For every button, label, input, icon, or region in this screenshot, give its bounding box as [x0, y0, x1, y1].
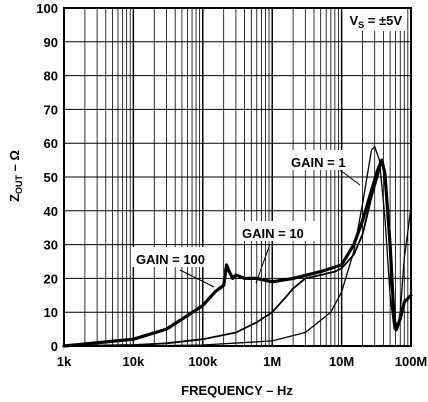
annotation-label: GAIN = 10	[242, 226, 304, 241]
annotation-leader	[179, 269, 215, 288]
y-tick-label: 90	[44, 35, 58, 50]
y-tick-label: 60	[44, 136, 58, 151]
annotation-label-bg	[132, 247, 218, 267]
condition-label-bg	[346, 9, 406, 31]
annotation-label-bg	[287, 150, 359, 170]
y-axis-label-rest: – Ω	[7, 150, 22, 175]
x-tick-label: 1k	[57, 354, 72, 369]
y-tick-label: 80	[44, 69, 58, 84]
y-axis-label-sub: OUT	[14, 174, 24, 194]
y-tick-label: 0	[51, 339, 58, 354]
annotation-label: GAIN = 100	[136, 252, 205, 267]
y-axis-label-main: Z	[7, 194, 22, 202]
x-axis-label: FREQUENCY – Hz	[181, 383, 293, 398]
y-tick-label: 20	[44, 271, 58, 286]
y-axis-label: ZOUT – Ω	[7, 150, 24, 202]
annotation-leader	[339, 169, 361, 186]
condition-label-rest: = ±5V	[364, 13, 402, 28]
condition-label-sub: S	[358, 20, 364, 30]
plot-frame	[63, 7, 412, 347]
y-tick-label: 10	[44, 305, 58, 320]
x-tick-label: 10M	[329, 354, 354, 369]
grid	[63, 7, 412, 347]
x-tick-label: 10k	[123, 354, 145, 369]
y-tick-label: 40	[44, 204, 58, 219]
annotation-leader	[255, 243, 271, 284]
x-tick-label: 100k	[188, 354, 218, 369]
annotation-label-bg	[238, 221, 318, 241]
x-tick-label: 1M	[263, 354, 281, 369]
annotations: GAIN = 1 GAIN = 10 GAIN = 100	[132, 150, 361, 288]
y-tick-label: 70	[44, 102, 58, 117]
x-tick-label: 100M	[395, 354, 428, 369]
y-tick-label: 100	[36, 1, 58, 16]
series-layer	[62, 145, 413, 348]
series-line-gain-1	[63, 145, 412, 347]
y-tick-label: 50	[44, 170, 58, 185]
y-tick-label: 30	[44, 238, 58, 253]
series-line-gain-100	[62, 158, 413, 348]
annotation-label: GAIN = 1	[291, 155, 346, 170]
series-line-gain-10	[63, 159, 412, 347]
condition-label: VS = ±5V	[349, 13, 402, 30]
tick-labels: 1k 10k 100k 1M 10M 100M 0 10 20 30 40 50 60 70 80 90 100	[36, 1, 427, 369]
condition-label-main: V	[349, 13, 358, 28]
